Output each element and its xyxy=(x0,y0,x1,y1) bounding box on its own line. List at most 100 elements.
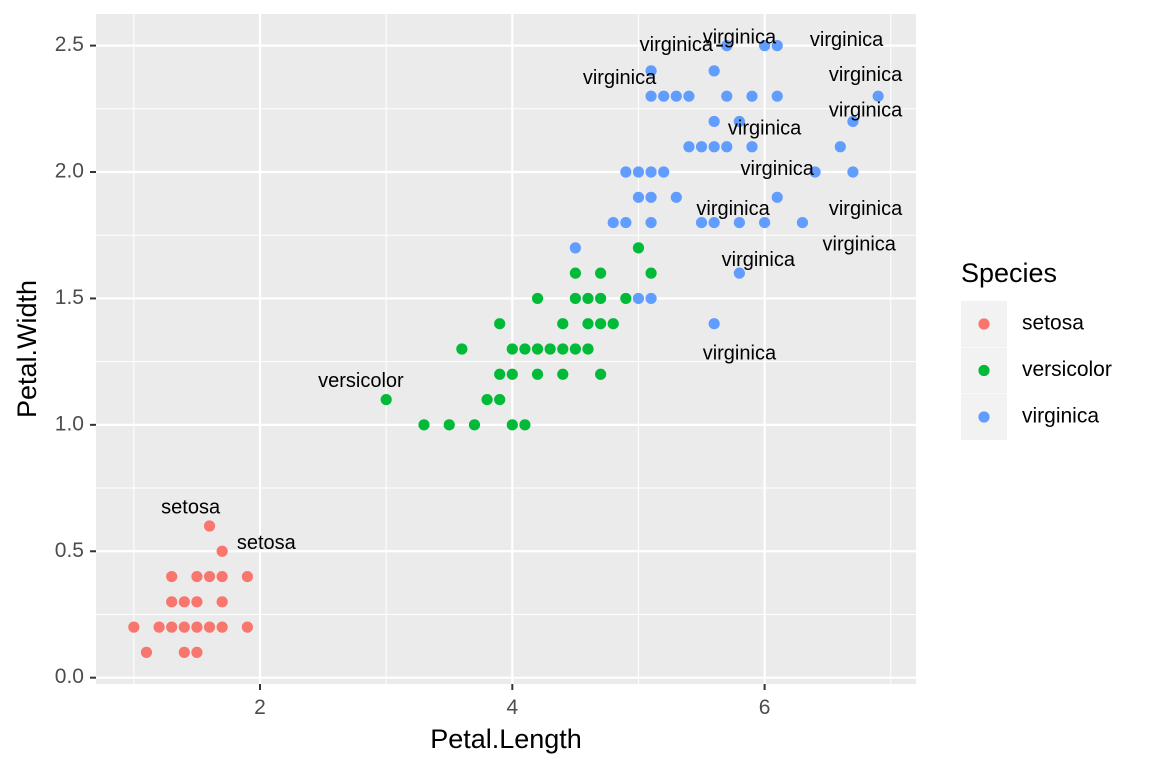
data-point-setosa xyxy=(166,596,178,608)
data-point-versicolor xyxy=(557,318,569,330)
data-point-virginica xyxy=(670,191,682,203)
point-label: virginica xyxy=(583,67,657,89)
data-point-virginica xyxy=(746,90,758,102)
data-point-setosa xyxy=(203,621,216,633)
data-point-versicolor xyxy=(595,267,607,279)
data-point-virginica xyxy=(708,141,720,153)
data-point-virginica xyxy=(683,90,695,102)
data-point-virginica xyxy=(733,267,745,279)
data-point-setosa xyxy=(178,621,190,633)
point-label: virginica xyxy=(810,29,884,51)
point-label: virginica xyxy=(741,158,815,180)
data-point-versicolor xyxy=(582,343,594,355)
data-point-virginica xyxy=(771,90,783,102)
data-point-setosa xyxy=(153,621,165,633)
data-point-versicolor xyxy=(595,292,607,305)
point-label: virginica xyxy=(829,100,903,122)
data-point-virginica xyxy=(670,90,682,102)
data-point-versicolor xyxy=(595,368,607,380)
data-point-virginica xyxy=(645,191,657,203)
data-point-versicolor xyxy=(582,318,594,330)
point-label: virginica xyxy=(703,342,777,364)
data-point-virginica xyxy=(569,242,581,254)
legend: Species setosa versicolor virginica xyxy=(961,258,1112,440)
y-tick-label: 1.5 xyxy=(55,286,84,309)
data-point-versicolor xyxy=(582,292,594,305)
data-point-versicolor xyxy=(645,267,657,279)
legend-key-versicolor xyxy=(978,364,990,377)
legend-label: versicolor xyxy=(1022,358,1112,381)
y-tick-label: 1.0 xyxy=(55,412,84,435)
y-tick-label: 0.5 xyxy=(55,539,84,562)
data-point-versicolor xyxy=(595,318,607,330)
data-point-virginica xyxy=(708,65,720,77)
data-point-virginica xyxy=(746,141,758,153)
data-point-virginica xyxy=(645,65,657,77)
data-point-virginica xyxy=(645,216,657,229)
point-annotations: setosasetosaversicolorvirginicavirginica… xyxy=(161,26,903,554)
data-point-virginica xyxy=(620,166,632,178)
data-point-virginica xyxy=(708,318,720,330)
data-point-virginica xyxy=(759,216,771,229)
minor-gridlines xyxy=(96,14,916,684)
data-point-virginica xyxy=(733,216,745,229)
data-point-setosa xyxy=(216,621,228,633)
data-point-versicolor xyxy=(544,343,556,355)
legend-key-virginica xyxy=(978,411,990,423)
data-point-virginica xyxy=(658,166,670,178)
data-point-virginica xyxy=(607,216,619,229)
data-point-virginica xyxy=(695,141,708,153)
data-point-virginica xyxy=(721,40,733,52)
data-point-versicolor xyxy=(557,368,569,380)
data-point-versicolor xyxy=(569,267,581,279)
data-point-versicolor xyxy=(557,343,569,355)
point-label: versicolor xyxy=(318,370,404,392)
data-point-virginica xyxy=(771,40,783,52)
data-point-virginica xyxy=(796,216,809,229)
data-point-versicolor xyxy=(569,292,581,305)
point-label: virginica xyxy=(703,26,777,48)
data-point-virginica xyxy=(809,166,821,178)
data-point-virginica xyxy=(658,90,670,102)
data-point-versicolor xyxy=(519,419,531,431)
data-point-versicolor xyxy=(607,318,619,330)
data-point-versicolor xyxy=(494,318,506,330)
data-point-virginica xyxy=(847,115,859,128)
data-point-virginica xyxy=(645,292,657,305)
data-point-setosa xyxy=(166,570,178,583)
data-point-virginica xyxy=(708,115,720,128)
data-point-setosa xyxy=(216,545,228,557)
x-tick-label: 2 xyxy=(254,696,266,719)
y-axis-title: Petal.Width xyxy=(12,280,42,418)
data-point-setosa xyxy=(191,621,203,633)
data-point-versicolor xyxy=(620,292,632,305)
point-label: setosa xyxy=(237,532,297,554)
data-point-versicolor xyxy=(443,419,455,431)
data-point-setosa xyxy=(166,621,178,633)
data-point-versicolor xyxy=(481,393,493,406)
data-point-versicolor xyxy=(632,242,645,254)
data-point-virginica xyxy=(632,191,645,203)
data-point-setosa xyxy=(178,596,190,608)
data-points xyxy=(128,40,884,658)
data-point-versicolor xyxy=(468,419,481,431)
point-label: virginica xyxy=(722,249,796,271)
data-point-virginica xyxy=(695,216,708,229)
data-point-virginica xyxy=(733,115,745,128)
data-point-versicolor xyxy=(531,368,544,380)
x-tick-label: 6 xyxy=(759,696,771,719)
data-point-versicolor xyxy=(494,393,506,406)
data-point-virginica xyxy=(759,40,771,52)
data-point-versicolor xyxy=(519,343,531,355)
y-tick-label: 2.0 xyxy=(55,160,84,183)
data-point-virginica xyxy=(721,141,733,153)
data-point-setosa xyxy=(128,621,140,633)
data-point-setosa xyxy=(191,646,203,658)
point-label: virginica xyxy=(696,198,770,220)
data-point-virginica xyxy=(632,166,645,178)
legend-keys: setosa versicolor virginica xyxy=(961,301,1112,440)
data-point-versicolor xyxy=(418,419,430,431)
data-point-virginica xyxy=(645,90,657,102)
data-point-versicolor xyxy=(456,343,468,355)
y-tick-label: 2.5 xyxy=(55,33,84,56)
